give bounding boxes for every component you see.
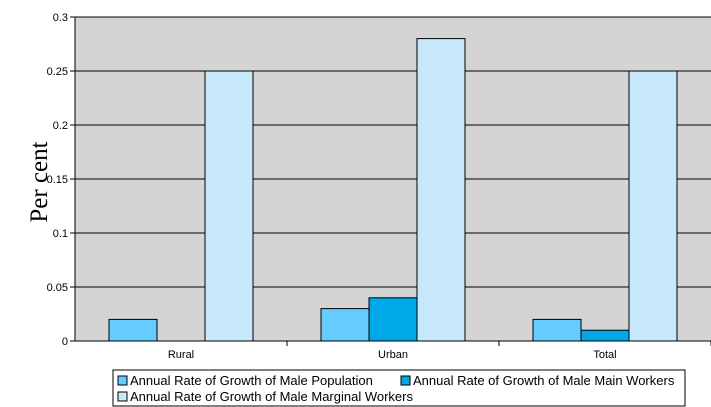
x-ticks: Rural Urban Total [168,341,711,361]
legend-label: Annual Rate of Growth of Male Population [130,373,373,388]
y-ticks: 0 0.05 0.1 0.15 0.2 0.25 0.3 [47,12,75,348]
y-tick-label: 0.05 [47,282,68,294]
bars [108,38,678,342]
legend-swatch [117,375,128,386]
bar [320,308,370,342]
bar [204,70,254,342]
y-tick-label: 0.1 [53,228,68,240]
y-tick-label: 0 [62,336,68,348]
legend: Annual Rate of Growth of Male Population… [117,373,675,404]
x-tick-label: Rural [168,349,194,361]
legend-swatch [400,375,411,386]
y-tick-label: 0.25 [47,66,68,78]
bar [416,38,466,342]
x-tick-label: Urban [378,349,408,361]
legend-label: Annual Rate of Growth of Male Marginal W… [130,389,413,404]
gridlines [75,16,711,288]
legend-box [112,369,686,407]
x-tick-label: Total [593,349,616,361]
bar [368,297,418,342]
bar [532,318,582,342]
legend-swatch [117,391,128,402]
legend-label: Annual Rate of Growth of Male Main Worke… [413,373,675,388]
bar [580,329,630,342]
y-axis-label: Per cent [26,141,53,222]
y-tick-label: 0.3 [53,12,68,24]
bar [108,318,158,342]
bar [628,70,678,342]
y-tick-label: 0.15 [47,174,68,186]
y-tick-label: 0.2 [53,120,68,132]
